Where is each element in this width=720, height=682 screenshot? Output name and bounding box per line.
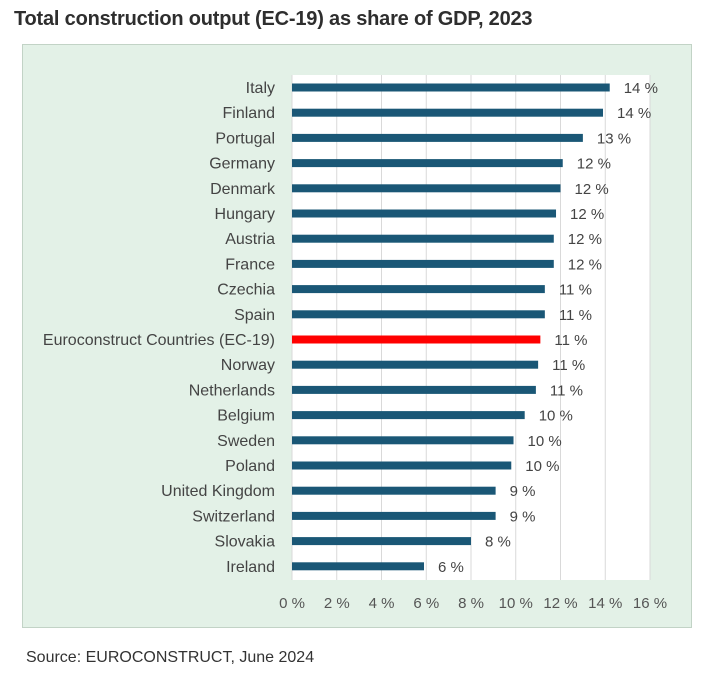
- bar: [292, 108, 604, 117]
- x-tick-label: 0 %: [279, 595, 305, 612]
- value-label: 14 %: [617, 105, 651, 122]
- category-label: Denmark: [210, 181, 276, 198]
- category-label: Austria: [225, 231, 275, 248]
- value-label: 9 %: [510, 508, 536, 525]
- value-label: 11 %: [552, 357, 585, 374]
- bar: [292, 360, 539, 369]
- bar-highlight: [292, 335, 541, 344]
- x-tick-label: 6 %: [413, 595, 439, 612]
- x-tick-label: 10 %: [499, 595, 533, 612]
- category-label: Portugal: [215, 130, 275, 147]
- bar: [292, 461, 512, 470]
- category-label: Norway: [221, 357, 275, 374]
- value-label: 11 %: [554, 332, 587, 349]
- source-note: Source: EUROCONSTRUCT, June 2024: [26, 649, 315, 666]
- category-label: Germany: [209, 156, 275, 173]
- value-label: 11 %: [559, 282, 592, 299]
- bar: [292, 385, 536, 394]
- category-label: Poland: [225, 458, 275, 475]
- chart-title: Total construction output (EC-19) as sha…: [14, 8, 533, 30]
- category-label: Italy: [246, 80, 275, 97]
- value-label: 12 %: [570, 206, 604, 223]
- category-label: Hungary: [215, 206, 275, 223]
- value-label: 12 %: [577, 156, 611, 173]
- bar: [292, 486, 496, 495]
- category-label: Belgium: [217, 408, 275, 425]
- bar: [292, 133, 583, 142]
- bar: [292, 511, 496, 520]
- bar: [292, 259, 554, 268]
- value-label: 10 %: [525, 458, 559, 475]
- value-label: 11 %: [559, 307, 592, 324]
- bar: [292, 209, 557, 218]
- bar: [292, 436, 514, 445]
- bar: [292, 184, 561, 193]
- bar: [292, 234, 554, 243]
- x-tick-label: 16 %: [633, 595, 667, 612]
- value-label: 13 %: [597, 130, 631, 147]
- value-label: 12 %: [575, 181, 609, 198]
- x-tick-label: 8 %: [458, 595, 484, 612]
- value-label: 6 %: [438, 559, 464, 576]
- category-label: Finland: [223, 105, 275, 122]
- x-tick-label: 14 %: [588, 595, 622, 612]
- category-label: Czechia: [217, 282, 275, 299]
- category-label: Netherlands: [189, 382, 275, 399]
- category-label: Switzerland: [192, 508, 275, 525]
- category-label: Ireland: [226, 559, 275, 576]
- x-tick-label: 12 %: [543, 595, 577, 612]
- value-label: 12 %: [568, 256, 602, 273]
- value-label: 9 %: [510, 483, 536, 500]
- category-label: Slovakia: [215, 534, 276, 551]
- category-label: France: [225, 256, 275, 273]
- value-label: 10 %: [528, 433, 562, 450]
- value-label: 8 %: [485, 534, 511, 551]
- bar: [292, 285, 545, 294]
- bar: [292, 83, 610, 92]
- value-label: 11 %: [550, 382, 583, 399]
- category-label: Spain: [234, 307, 275, 324]
- category-label: Euroconstruct Countries (EC-19): [43, 332, 275, 349]
- bar: [292, 562, 425, 571]
- bar: [292, 537, 471, 546]
- value-label: 12 %: [568, 231, 602, 248]
- category-label: United Kingdom: [161, 483, 275, 500]
- value-label: 14 %: [624, 80, 658, 97]
- bar: [292, 159, 563, 168]
- value-label: 10 %: [539, 408, 573, 425]
- bar: [292, 310, 545, 319]
- bar: [292, 411, 525, 420]
- category-label: Sweden: [217, 433, 275, 450]
- x-tick-label: 4 %: [369, 595, 395, 612]
- x-tick-label: 2 %: [324, 595, 350, 612]
